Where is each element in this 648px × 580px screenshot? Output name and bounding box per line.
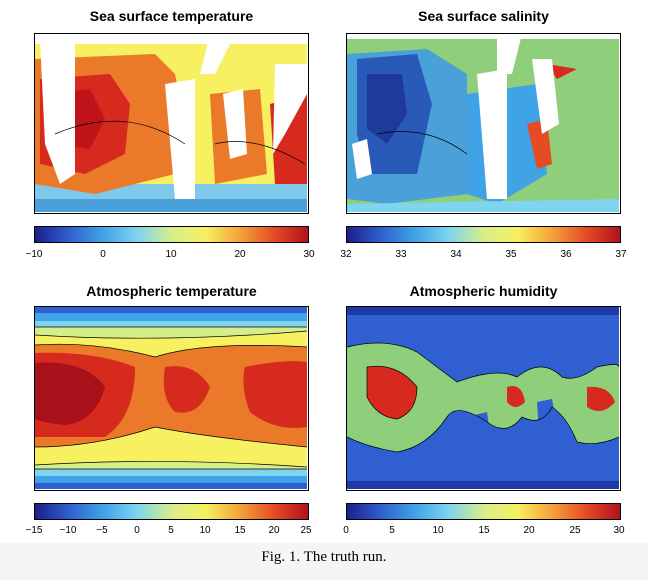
panel-title-sss: Sea surface salinity [418,8,549,24]
ah-tick-6: 30 [613,525,625,536]
at-tick-4: 5 [168,525,174,536]
sst-tick-3: 20 [234,249,246,260]
sss-tick-0: 32 [340,249,352,260]
sss-tick-2: 34 [450,249,462,260]
sss-tick-5: 37 [615,249,627,260]
panel-title-sst: Sea surface temperature [89,8,254,24]
ah-tick-3: 15 [478,525,490,536]
sst-tick-4: 30 [303,249,315,260]
ah-colorbar [346,503,621,520]
ah-tick-1: 5 [389,525,395,536]
at-map [34,306,309,491]
panel-title-at: Atmospheric temperature [86,283,257,299]
ah-tick-5: 25 [569,525,581,536]
ah-tick-2: 10 [432,525,444,536]
sss-colorbar [346,226,621,243]
sss-tick-4: 36 [560,249,572,260]
sst-tick-1: 0 [100,249,106,260]
at-tick-2: −5 [96,525,108,536]
at-tick-6: 15 [234,525,246,536]
sss-map [346,33,621,214]
at-tick-0: −15 [25,525,43,536]
caption-band [0,543,648,580]
sst-tick-2: 10 [165,249,177,260]
figure-caption: Fig. 1. The truth run. [261,549,387,565]
panel-title-ah: Atmospheric humidity [409,283,558,299]
ah-map [346,306,621,491]
ah-tick-0: 0 [343,525,349,536]
at-tick-1: −10 [59,525,77,536]
at-tick-8: 25 [300,525,312,536]
ah-tick-4: 20 [523,525,535,536]
sst-colorbar [34,226,309,243]
at-colorbar [34,503,309,520]
sss-tick-1: 33 [395,249,407,260]
at-tick-5: 10 [199,525,211,536]
sst-map [34,33,309,214]
sss-tick-3: 35 [505,249,517,260]
at-tick-7: 20 [268,525,280,536]
at-tick-3: 0 [134,525,140,536]
sst-tick-0: −10 [25,249,43,260]
